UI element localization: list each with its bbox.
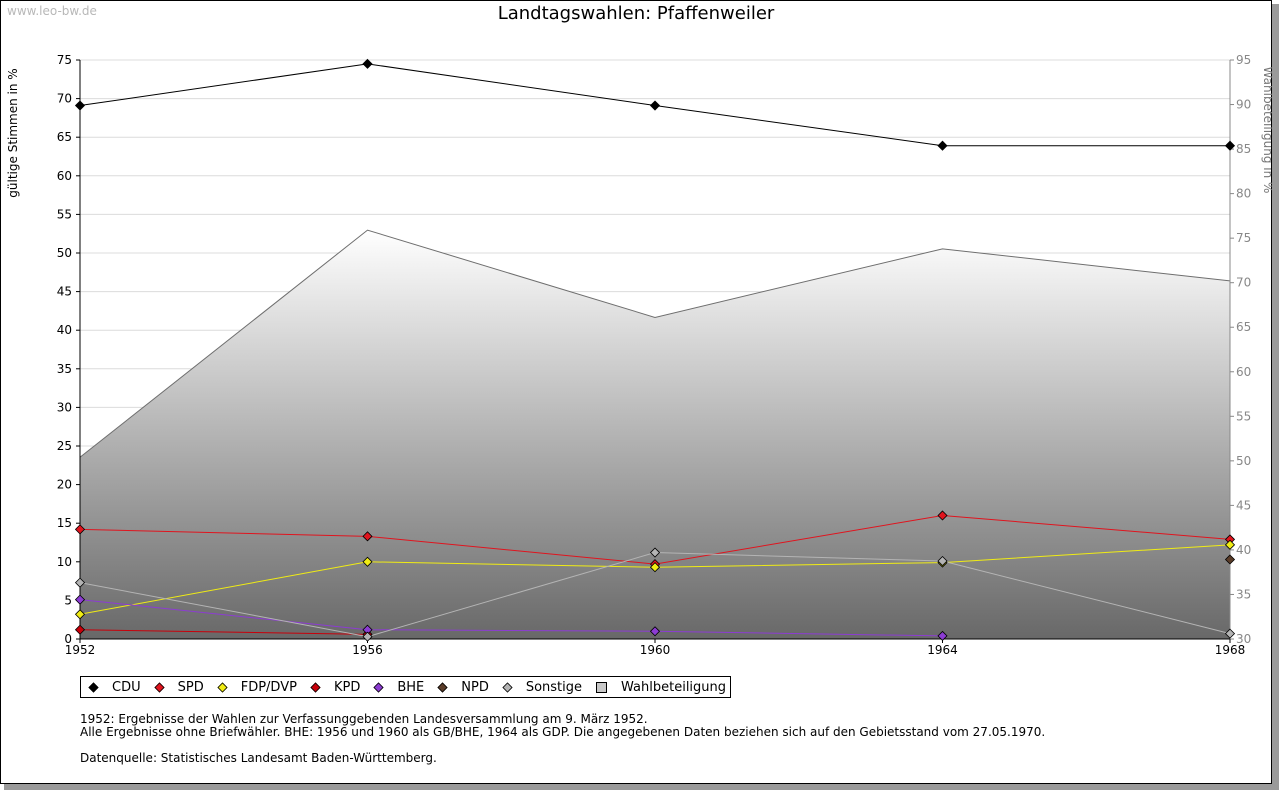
y2-tick-label: 70 xyxy=(1236,276,1251,290)
y2-tick-label: 40 xyxy=(1236,543,1251,557)
data-point-sonstige xyxy=(362,631,373,642)
note-line-1: 1952: Ergebnisse der Wahlen zur Verfassu… xyxy=(80,712,648,726)
legend-label: FDP/DVP xyxy=(240,679,297,695)
y-tick-label: 25 xyxy=(57,439,72,453)
series-line-bhe xyxy=(79,599,943,637)
y-axis-label: gültige Stimmen in % xyxy=(6,68,20,197)
y2-tick-label: 85 xyxy=(1236,142,1251,156)
legend-marker-sonstige xyxy=(502,681,513,693)
data-point-fdp-dvp xyxy=(1224,539,1236,550)
data-point-cdu xyxy=(74,100,86,111)
series-markers xyxy=(74,58,1236,642)
chart-title: Landtagswahlen: Pfaffenweiler xyxy=(497,3,775,24)
legend-item-fdp-dvp: FDP/DVP xyxy=(217,679,297,695)
y2-tick-label: 55 xyxy=(1236,409,1251,423)
data-point-cdu xyxy=(362,58,373,69)
y2-tick-label: 45 xyxy=(1236,498,1251,512)
legend-marker-wahlbeteiligung xyxy=(596,681,608,693)
data-point-spd xyxy=(74,524,86,535)
data-point-spd xyxy=(362,531,373,542)
y-tick-label: 65 xyxy=(57,130,72,144)
y-tick-label: 45 xyxy=(57,285,72,299)
legend-label: Sonstige xyxy=(525,679,583,695)
watermark: www.leo-bw.de xyxy=(7,4,97,18)
y-tick-label: 35 xyxy=(57,362,72,376)
y2-tick-label: 95 xyxy=(1236,53,1251,67)
legend-item-wahlbeteiligung: Wahlbeteiligung xyxy=(596,680,726,695)
line-chart: 0 5 10 15 20 25 30 35 40 45 50 55 60 65 70 75 30 35 40 45 50… xyxy=(6,53,1272,657)
legend-marker-spd xyxy=(154,681,165,693)
y-tick-label: 20 xyxy=(57,478,72,492)
y2-tick-label: 35 xyxy=(1236,587,1251,601)
data-point-sonstige xyxy=(937,555,948,567)
y-tick-label: 0 xyxy=(64,632,72,646)
data-point-spd xyxy=(937,510,948,521)
data-point-fdp-dvp xyxy=(649,562,661,573)
legend-item-bhe: BHE xyxy=(373,679,425,695)
legend-item-npd: NPD xyxy=(437,679,489,695)
y-tick-label: 10 xyxy=(57,555,72,569)
legend-marker-bhe xyxy=(373,681,384,693)
series-line-kpd xyxy=(79,629,368,635)
axes: 0 5 10 15 20 25 30 35 40 45 50 55 60 65 70 75 30 35 40 45 50… xyxy=(57,53,1252,657)
y-tick-label: 50 xyxy=(57,246,72,260)
x-tick-label: 1968 xyxy=(1215,643,1246,657)
y-tick-label: 40 xyxy=(57,323,72,337)
legend-label: Wahlbeteiligung xyxy=(621,679,727,695)
x-tick-label: 1956 xyxy=(352,643,383,657)
legend-label: SPD xyxy=(177,679,204,695)
y-tick-label: 60 xyxy=(57,169,72,183)
data-point-cdu xyxy=(937,140,948,151)
legend-item-spd: SPD xyxy=(154,679,204,695)
y2-tick-label: 30 xyxy=(1236,632,1251,646)
y-tick-label: 55 xyxy=(57,207,72,221)
legend-marker-kpd xyxy=(310,681,321,693)
legend-label: CDU xyxy=(112,679,141,695)
y2-axis-label: Wahlbeteiligung in % xyxy=(1261,67,1272,194)
note-line-2: Alle Ergebnisse ohne Briefwähler. BHE: 1… xyxy=(80,725,1046,739)
legend-marker-cdu xyxy=(88,681,99,693)
data-point-fdp-dvp xyxy=(74,609,86,620)
y-tick-label: 15 xyxy=(57,516,72,530)
data-point-kpd xyxy=(74,624,86,635)
data-point-sonstige xyxy=(1224,628,1236,639)
frame-shadow-bottom xyxy=(4,784,1279,790)
legend-marker-npd xyxy=(437,681,448,693)
legend-item-sonstige: Sonstige xyxy=(502,679,583,695)
legend-item-cdu: CDU xyxy=(88,679,141,695)
legend: CDU SPD FDP/DVP KPD BHE NPD Sonstige Wahlbeteil… xyxy=(80,676,732,698)
y2-tick-label: 75 xyxy=(1236,231,1251,245)
x-tick-label: 1960 xyxy=(640,643,671,657)
y2-tick-label: 65 xyxy=(1236,320,1251,334)
legend-item-kpd: KPD xyxy=(310,679,361,695)
data-point-sonstige xyxy=(74,577,86,588)
turnout-area-line xyxy=(79,229,1231,458)
legend-label: NPD xyxy=(461,679,489,695)
legend-marker-fdp-dvp xyxy=(217,681,228,693)
footnotes: 1952: Ergebnisse der Wahlen zur Verfassu… xyxy=(80,713,1045,765)
x-tick-label: 1964 xyxy=(927,643,958,657)
y2-tick-label: 80 xyxy=(1236,187,1251,201)
x-tick-label: 1952 xyxy=(65,643,96,657)
y-tick-label: 75 xyxy=(57,53,72,67)
legend-label: BHE xyxy=(397,679,425,695)
data-point-fdp-dvp xyxy=(362,556,373,567)
data-point-bhe xyxy=(74,594,86,605)
y-tick-label: 70 xyxy=(57,92,72,106)
data-point-npd xyxy=(1224,554,1236,565)
y2-tick-label: 90 xyxy=(1236,98,1251,112)
y2-tick-label: 60 xyxy=(1236,365,1251,379)
y-tick-label: 30 xyxy=(57,400,72,414)
y2-tick-label: 50 xyxy=(1236,454,1251,468)
data-point-bhe xyxy=(937,630,948,641)
data-point-cdu xyxy=(649,100,661,111)
data-point-sonstige xyxy=(649,547,661,558)
legend-label: KPD xyxy=(333,679,361,695)
data-source: Datenquelle: Statistisches Landesamt Bad… xyxy=(80,751,437,765)
frame-shadow-right xyxy=(1272,4,1279,790)
data-point-cdu xyxy=(1224,140,1236,151)
y-tick-label: 5 xyxy=(64,593,72,607)
data-point-bhe xyxy=(649,626,661,637)
